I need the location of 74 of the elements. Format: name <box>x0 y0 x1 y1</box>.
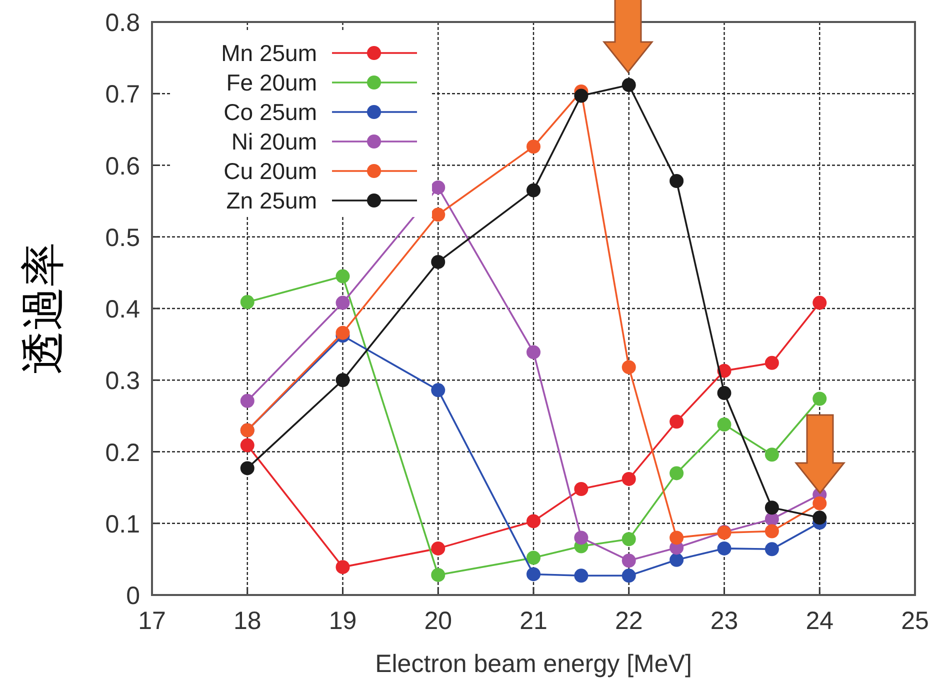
point <box>670 466 684 480</box>
point <box>336 373 350 388</box>
point <box>717 418 732 432</box>
point <box>622 568 636 583</box>
point <box>622 472 636 486</box>
point <box>812 392 827 406</box>
point <box>240 394 254 408</box>
x-tick-label: 19 <box>328 607 357 635</box>
y-axis-title: 透過率 <box>19 242 68 374</box>
point <box>526 514 540 528</box>
legend-label: Cu 20um <box>224 158 317 184</box>
point <box>431 254 446 269</box>
point <box>670 552 684 567</box>
x-tick-label: 17 <box>138 607 166 635</box>
y-tick-label: 0 <box>126 582 140 610</box>
point <box>717 541 732 556</box>
x-tick-label: 24 <box>806 607 834 635</box>
y-tick-label: 0.3 <box>105 367 140 396</box>
y-tick-label: 0.8 <box>105 9 140 37</box>
point <box>526 550 540 565</box>
point <box>622 532 636 546</box>
y-tick-label: 0.5 <box>105 224 140 252</box>
x-tick-label: 22 <box>614 607 643 635</box>
point <box>431 208 446 222</box>
legend-label: Mn 25um <box>221 40 317 66</box>
x-tick-label: 21 <box>520 607 548 635</box>
point <box>717 386 732 400</box>
point <box>670 174 684 188</box>
x-tick-label: 23 <box>710 607 738 635</box>
point <box>622 360 636 374</box>
point <box>622 78 636 92</box>
x-tick-label: 18 <box>233 607 262 635</box>
point <box>622 554 636 568</box>
point <box>336 296 350 310</box>
point <box>812 510 827 525</box>
y-tick-label: 0.4 <box>105 296 140 324</box>
point <box>240 438 254 452</box>
y-tick-label: 0.2 <box>105 438 140 467</box>
point <box>574 568 588 583</box>
x-tick-label: 25 <box>901 607 929 635</box>
point <box>240 295 254 310</box>
point <box>526 345 540 360</box>
point <box>812 496 827 510</box>
x-axis-title: Electron beam energy [MeV] <box>375 650 692 678</box>
point <box>574 530 588 545</box>
legend-label: Zn 25um <box>226 188 317 214</box>
point <box>526 140 540 154</box>
point <box>764 542 779 556</box>
point <box>431 541 446 556</box>
y-tick-label: 0.7 <box>105 80 140 109</box>
point <box>336 326 350 340</box>
y-tick-label: 0.1 <box>105 510 140 538</box>
point <box>574 88 588 103</box>
point <box>764 448 779 462</box>
point <box>336 560 350 574</box>
point <box>764 500 779 515</box>
point <box>526 567 540 582</box>
y-tick-label: 0.6 <box>105 152 140 180</box>
legend-label: Fe 20um <box>226 70 317 96</box>
point <box>526 183 540 198</box>
legend-label: Co 25um <box>224 99 317 125</box>
point <box>431 383 446 398</box>
point <box>336 269 350 284</box>
point <box>670 530 684 545</box>
point <box>670 414 684 429</box>
legend-label: Ni 20um <box>231 128 317 154</box>
point <box>764 356 779 370</box>
point <box>431 568 446 582</box>
point <box>764 524 779 538</box>
point <box>812 296 827 310</box>
point <box>574 482 588 496</box>
x-tick-label: 20 <box>424 607 452 635</box>
point <box>240 461 254 476</box>
point <box>431 180 446 194</box>
